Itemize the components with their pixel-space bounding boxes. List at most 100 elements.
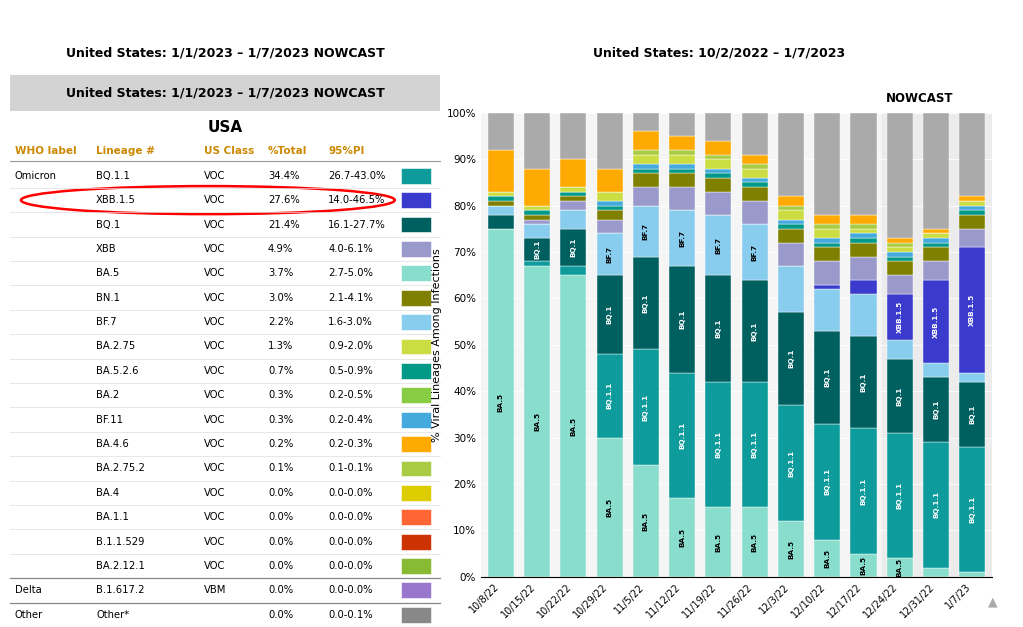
Bar bbox=[488, 196, 514, 201]
Bar bbox=[669, 187, 696, 210]
Text: BA.5: BA.5 bbox=[825, 549, 831, 568]
Text: BQ.1.1: BQ.1.1 bbox=[860, 477, 866, 505]
Text: 0.0-0.0%: 0.0-0.0% bbox=[328, 586, 372, 596]
Bar bbox=[960, 201, 985, 206]
Bar bbox=[742, 382, 767, 507]
Text: VOC: VOC bbox=[204, 219, 225, 229]
Text: BF.7: BF.7 bbox=[752, 243, 758, 261]
Text: BQ.1.1: BQ.1.1 bbox=[825, 468, 831, 495]
Text: BA.2.12.1: BA.2.12.1 bbox=[96, 561, 145, 571]
Text: BF.7: BF.7 bbox=[607, 246, 613, 263]
Bar bbox=[742, 169, 767, 178]
Text: VBM: VBM bbox=[204, 586, 226, 596]
Text: VOC: VOC bbox=[204, 390, 225, 400]
Bar bbox=[524, 169, 550, 206]
Bar bbox=[814, 248, 840, 261]
Text: BA.5: BA.5 bbox=[642, 512, 649, 530]
Bar bbox=[742, 155, 767, 164]
Text: BQ.1: BQ.1 bbox=[752, 321, 758, 340]
Bar bbox=[923, 229, 949, 233]
Text: BQ.1: BQ.1 bbox=[96, 219, 121, 229]
Text: 0.0-0.1%: 0.0-0.1% bbox=[328, 610, 372, 620]
FancyBboxPatch shape bbox=[401, 534, 432, 549]
Text: BA.5: BA.5 bbox=[96, 268, 120, 278]
Bar bbox=[814, 224, 840, 229]
Bar bbox=[850, 233, 877, 238]
Text: 1.6-3.0%: 1.6-3.0% bbox=[328, 317, 373, 327]
Bar bbox=[887, 252, 913, 256]
Bar bbox=[887, 113, 913, 238]
Text: VOC: VOC bbox=[204, 561, 225, 571]
Bar bbox=[887, 294, 913, 340]
Bar bbox=[633, 132, 659, 150]
Bar bbox=[561, 201, 586, 210]
Text: 0.3%: 0.3% bbox=[268, 390, 294, 400]
FancyBboxPatch shape bbox=[401, 265, 432, 282]
Bar bbox=[596, 201, 623, 206]
Bar bbox=[742, 182, 767, 187]
Text: BQ.1: BQ.1 bbox=[570, 238, 576, 257]
FancyBboxPatch shape bbox=[401, 558, 432, 574]
Bar bbox=[814, 289, 840, 331]
Bar bbox=[923, 243, 949, 248]
Text: 2.1-4.1%: 2.1-4.1% bbox=[328, 293, 373, 303]
Bar bbox=[524, 261, 550, 266]
Bar bbox=[524, 224, 550, 238]
Text: 3.0%: 3.0% bbox=[268, 293, 294, 303]
Bar bbox=[633, 465, 659, 577]
Bar bbox=[887, 433, 913, 558]
Text: 26.7-43.0%: 26.7-43.0% bbox=[328, 171, 386, 181]
Bar bbox=[488, 201, 514, 206]
Bar bbox=[814, 113, 840, 215]
Bar bbox=[633, 150, 659, 155]
Bar bbox=[887, 558, 913, 577]
Bar bbox=[596, 192, 623, 201]
Text: United States: 10/2/2022 – 1/7/2023: United States: 10/2/2022 – 1/7/2023 bbox=[593, 46, 845, 59]
Bar bbox=[850, 554, 877, 577]
Bar bbox=[887, 275, 913, 294]
Bar bbox=[887, 256, 913, 261]
Bar bbox=[596, 233, 623, 275]
Bar bbox=[633, 173, 659, 187]
Text: BA.5.2.6: BA.5.2.6 bbox=[96, 366, 139, 376]
Bar bbox=[561, 187, 586, 192]
Bar bbox=[777, 243, 804, 266]
Text: United States: 1/1/2023 – 1/7/2023 NOWCAST: United States: 1/1/2023 – 1/7/2023 NOWCA… bbox=[65, 46, 385, 59]
Text: XBB.1.5: XBB.1.5 bbox=[970, 294, 975, 326]
Text: BQ.1: BQ.1 bbox=[825, 367, 831, 387]
Text: 0.2%: 0.2% bbox=[268, 439, 294, 449]
Bar bbox=[850, 224, 877, 229]
Bar bbox=[887, 243, 913, 248]
Bar bbox=[706, 178, 731, 192]
Bar bbox=[850, 113, 877, 215]
Bar bbox=[524, 266, 550, 577]
Text: BF.7: BF.7 bbox=[715, 236, 721, 253]
Text: ▲: ▲ bbox=[987, 596, 997, 608]
Text: 95%PI: 95%PI bbox=[328, 146, 364, 156]
Bar bbox=[596, 219, 623, 233]
Text: BA.5: BA.5 bbox=[607, 498, 613, 517]
Bar bbox=[669, 169, 696, 173]
Y-axis label: % Viral Lineages Among Infections: % Viral Lineages Among Infections bbox=[433, 248, 442, 442]
Text: 0.0-0.0%: 0.0-0.0% bbox=[328, 488, 372, 498]
Text: BQ.1.1: BQ.1.1 bbox=[607, 382, 613, 409]
Text: B.1.617.2: B.1.617.2 bbox=[96, 586, 144, 596]
Bar bbox=[850, 229, 877, 233]
Bar bbox=[596, 354, 623, 438]
Bar bbox=[777, 521, 804, 577]
Bar bbox=[633, 187, 659, 206]
Bar bbox=[669, 164, 696, 169]
Bar bbox=[960, 215, 985, 229]
Text: BQ.1.1: BQ.1.1 bbox=[96, 171, 130, 181]
FancyBboxPatch shape bbox=[401, 216, 432, 233]
Text: 0.1%: 0.1% bbox=[268, 463, 294, 473]
Bar bbox=[887, 359, 913, 433]
Bar bbox=[633, 349, 659, 465]
Bar bbox=[706, 507, 731, 577]
Bar bbox=[923, 364, 949, 377]
Bar bbox=[960, 113, 985, 196]
Bar bbox=[887, 248, 913, 252]
Bar bbox=[524, 113, 550, 169]
Bar bbox=[706, 192, 731, 215]
Text: Lineage #: Lineage # bbox=[96, 146, 155, 156]
